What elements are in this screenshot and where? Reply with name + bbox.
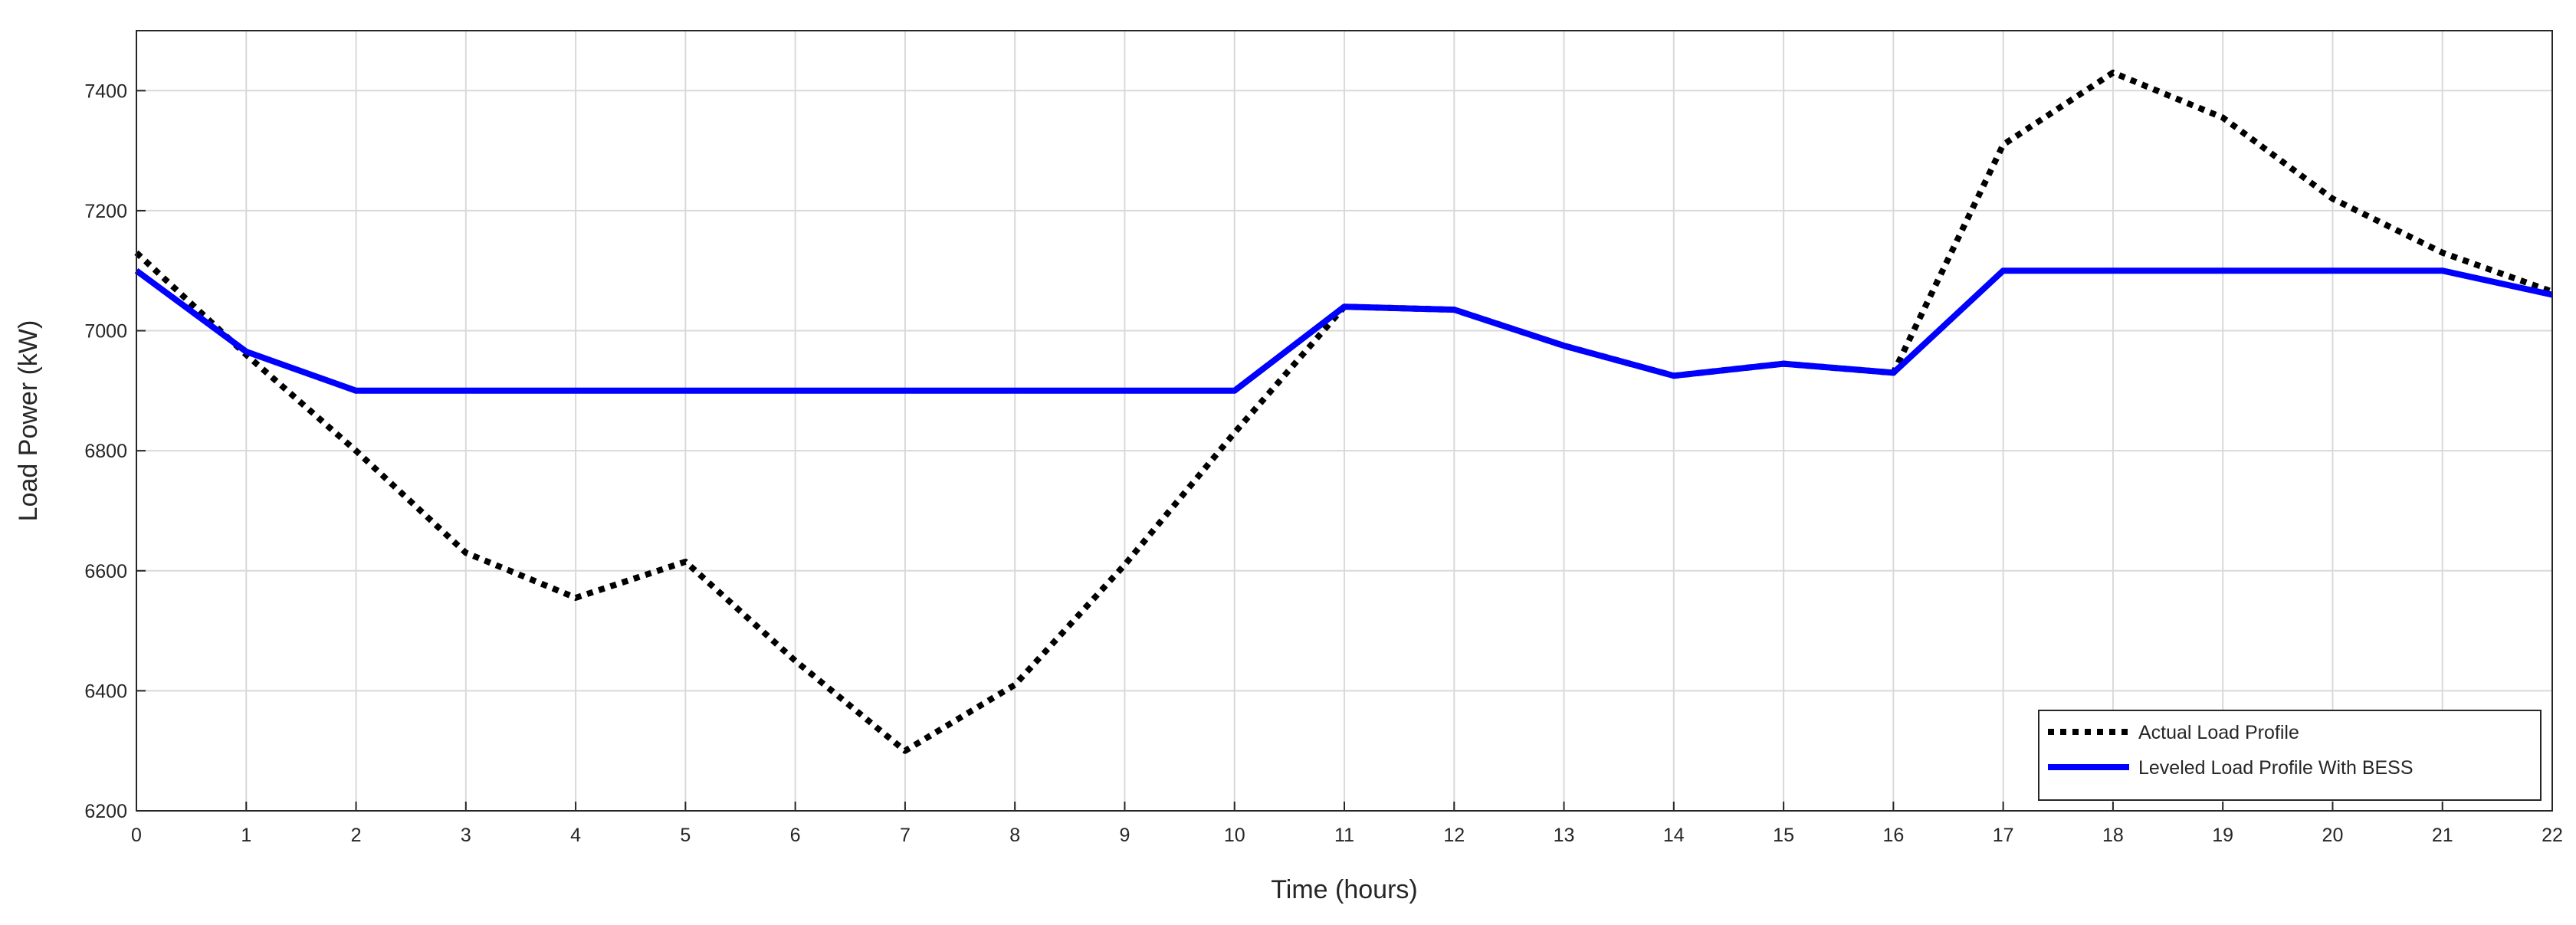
x-tick-label: 17 (1993, 825, 2014, 846)
x-tick-label: 5 (680, 825, 691, 846)
x-tick-label: 12 (1443, 825, 1465, 846)
x-tick-label: 13 (1554, 825, 1575, 846)
y-tick-label: 6200 (84, 801, 127, 822)
y-axis-label: Load Power (kW) (14, 320, 43, 522)
y-tick-label: 7000 (84, 321, 127, 343)
x-tick-label: 6 (790, 825, 801, 846)
series-layer (134, 69, 2554, 754)
x-tick-label: 4 (570, 825, 581, 846)
x-tick-label: 1 (241, 825, 251, 846)
x-tick-label: 16 (1882, 825, 1904, 846)
y-tick-label: 6800 (84, 441, 127, 462)
x-tick-label: 11 (1334, 825, 1354, 846)
legend-box (2038, 710, 2542, 801)
x-tick-label: 10 (1224, 825, 1245, 846)
x-tick-label: 20 (2322, 825, 2344, 846)
x-axis-label: Time (hours) (1271, 875, 1417, 904)
series-leveled-load-line (134, 267, 2553, 394)
x-tick-label: 7 (900, 825, 911, 846)
x-tick-label: 15 (1773, 825, 1794, 846)
x-tick-label: 18 (2102, 825, 2124, 846)
legend-label-leveled: Leveled Load Profile With BESS (2138, 757, 2414, 779)
x-tick-label: 9 (1120, 825, 1130, 846)
y-tick-label: 7200 (84, 201, 127, 222)
x-tick-label: 0 (131, 825, 142, 846)
y-axis-ticks: 6200 6400 6600 6800 7000 7200 7400 (84, 80, 146, 822)
x-axis-ticks: 0 1 2 3 4 5 6 7 8 9 10 11 12 13 14 15 16 17 18 19 20 21 22 (131, 802, 2563, 846)
x-tick-label: 3 (461, 825, 471, 846)
x-tick-label: 22 (2542, 825, 2563, 846)
legend: Actual Load Profile Leveled Load Profile… (2038, 710, 2542, 801)
x-tick-label: 21 (2432, 825, 2453, 846)
legend-label-actual: Actual Load Profile (2138, 722, 2299, 743)
y-tick-label: 7400 (84, 80, 127, 102)
x-tick-label: 8 (1009, 825, 1020, 846)
y-tick-label: 6400 (84, 681, 127, 702)
y-tick-label: 6600 (84, 561, 127, 582)
x-tick-label: 14 (1663, 825, 1685, 846)
x-tick-label: 2 (351, 825, 362, 846)
x-tick-label: 19 (2212, 825, 2233, 846)
